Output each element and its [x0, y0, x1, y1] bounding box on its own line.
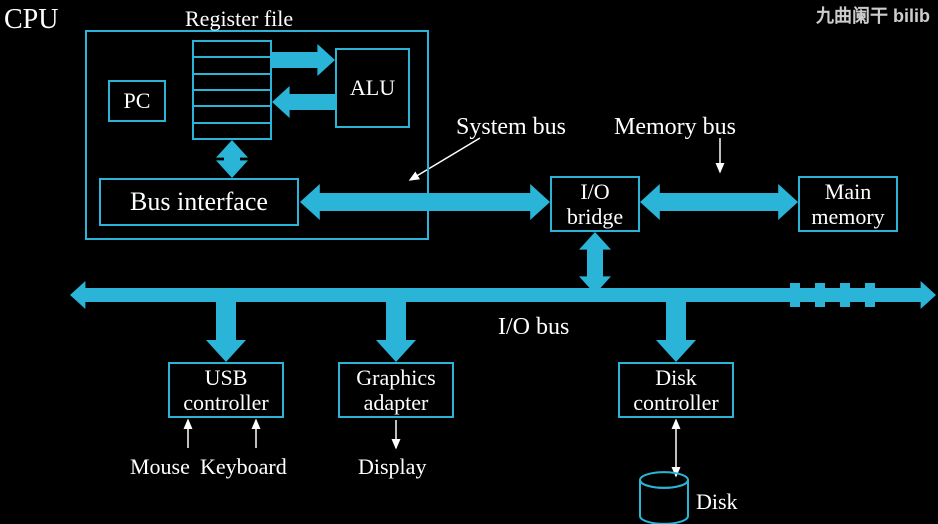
memory-bus-label: Memory bus	[614, 114, 736, 141]
io-bridge-box: I/O bridge	[550, 176, 640, 232]
io-bus-label: I/O bus	[498, 314, 569, 341]
main-memory-box: Main memory	[798, 176, 898, 232]
usb-controller-box: USB controller	[168, 362, 284, 418]
watermark: 九曲阑干 bilib	[816, 2, 930, 28]
pc-box: PC	[108, 80, 166, 122]
register-file-box	[192, 40, 272, 140]
bus-interface-box: Bus interface	[99, 178, 299, 226]
display-label: Display	[358, 454, 426, 480]
system-bus-label: System bus	[456, 114, 566, 141]
mouse-label: Mouse	[130, 454, 190, 480]
alu-box: ALU	[335, 48, 410, 128]
disk-label: Disk	[696, 489, 738, 515]
graphics-adapter-box: Graphics adapter	[338, 362, 454, 418]
register-file-label: Register file	[185, 6, 293, 32]
keyboard-label: Keyboard	[200, 454, 287, 480]
disk-controller-box: Disk controller	[618, 362, 734, 418]
cpu-label: CPU	[4, 4, 58, 36]
